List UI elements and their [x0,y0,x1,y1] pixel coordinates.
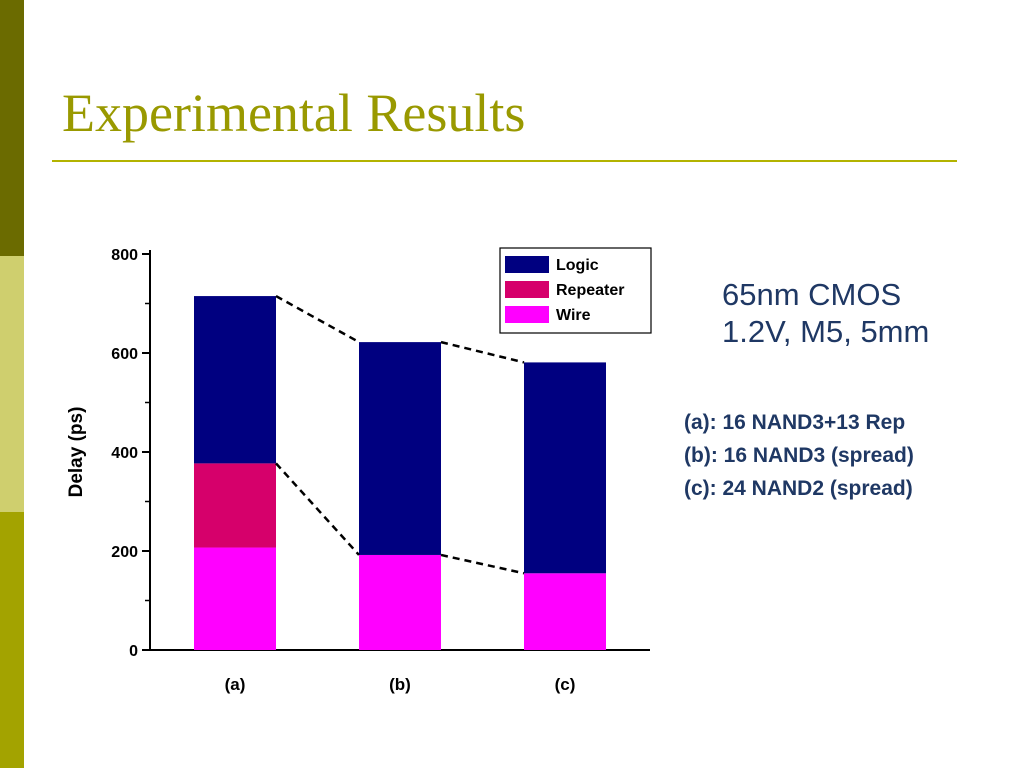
title-divider [52,160,957,162]
connector-top-line [275,294,360,344]
connector-lower-line [440,553,525,575]
y-tick-label: 600 [111,346,138,363]
y-tick-label: 800 [111,247,138,264]
x-tick-label: (c) [555,675,576,694]
decorative-side-bar-middle [0,256,24,512]
case-line-a: (a): 16 NAND3+13 Rep [684,411,906,434]
bar-wire-b [359,554,441,650]
process-info-line-2: 1.2V, M5, 5mm [722,314,930,349]
case-descriptions: (a): 16 NAND3+13 Rep (b): 16 NAND3 (spre… [684,406,914,505]
decorative-side-bar-bottom [0,512,24,768]
y-tick-label: 0 [129,643,138,660]
y-axis-label: Delay (ps) [66,407,87,498]
x-tick-label: (a) [225,675,246,694]
bar-wire-c [524,573,606,650]
y-tick-label: 200 [111,544,138,561]
delay-bar-chart: 0 200 400 600 800 Delay (ps) (a) (b) (c) Logic Rep… [66,247,652,694]
bar-wire-a [194,547,276,650]
connector-lower-line [275,462,360,556]
bar-logic-a [194,296,276,464]
legend-label-wire: Wire [556,307,591,324]
bar-repeater-a [194,463,276,548]
y-tick-label: 400 [111,445,138,462]
case-line-c: (c): 24 NAND2 (spread) [684,477,913,500]
x-tick-label: (b) [389,675,411,694]
process-info-line-1: 65nm CMOS [722,277,902,312]
bar-logic-c [524,362,606,574]
bar-logic-b [359,342,441,555]
connector-top-line [440,340,525,364]
legend-swatch-logic [505,256,549,273]
slide-title: Experimental Results [62,83,526,143]
case-line-b: (b): 16 NAND3 (spread) [684,444,914,467]
decorative-side-bar-top [0,0,24,256]
process-info: 65nm CMOS 1.2V, M5, 5mm [722,276,929,350]
legend-label-logic: Logic [556,257,599,274]
legend-label-repeater: Repeater [556,282,624,299]
legend-swatch-repeater [505,281,549,298]
legend-swatch-wire [505,306,549,323]
